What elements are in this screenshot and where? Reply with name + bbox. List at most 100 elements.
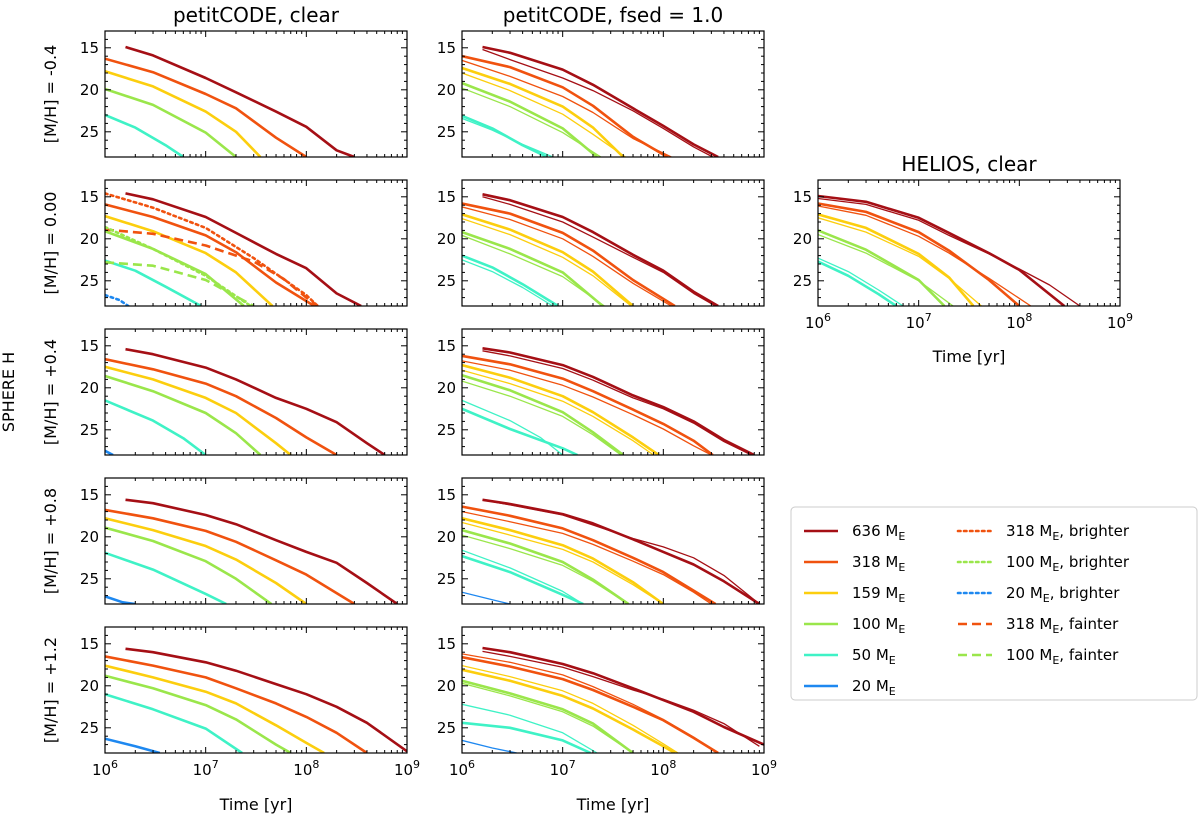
curve-318-solid-thin	[462, 510, 712, 604]
legend-label: 100 ME	[852, 615, 905, 636]
y-tick-label: 20	[437, 677, 456, 695]
row-label-4: [M/H] = +1.2	[41, 637, 60, 743]
panel-r2c1: 15 20 25	[437, 328, 765, 456]
x-tick-label: 106	[449, 758, 475, 779]
curves	[105, 192, 362, 306]
curve-636-solid-thick	[125, 498, 398, 604]
curve-100-solid-thin	[462, 87, 602, 157]
curve-318-solid-thin	[462, 59, 672, 157]
curve-636-solid-thick	[482, 193, 719, 306]
curve-636-solid-thick	[482, 347, 755, 455]
curve-100-solid-thick	[105, 87, 237, 157]
curve-20-dotted-thick	[105, 293, 130, 306]
y-tick-label: 25	[80, 272, 99, 290]
legend-label: 636 ME	[852, 522, 905, 543]
curve-159-solid-thick	[105, 214, 274, 306]
x-tick-label: 106	[805, 311, 831, 332]
curve-159-solid-thick	[105, 70, 262, 157]
curve-159-solid-thick	[105, 664, 325, 753]
panel-frame	[104, 477, 408, 605]
column-title-fsed: petitCODE, fsed = 1.0	[503, 3, 723, 27]
curve-50-solid-thin	[462, 399, 564, 455]
panel-r0c1: 15 20 25	[437, 30, 765, 158]
curves	[105, 347, 386, 455]
legend-entry-solid-100: 100 ME	[804, 615, 905, 636]
curve-50-solid-thick	[462, 254, 559, 306]
row-label-2: [M/H] = +0.4	[41, 339, 60, 445]
y-tick-label: 15	[793, 188, 812, 206]
xlabel-col1: Time [yr]	[576, 795, 650, 814]
curve-636-solid-thick	[818, 194, 1066, 306]
panel-frame	[817, 179, 1121, 307]
y-tick-label: 15	[437, 188, 456, 206]
curves	[818, 194, 1081, 306]
curve-50-solid-thin	[462, 703, 598, 753]
curve-636-solid-thin	[482, 499, 760, 604]
legend-entry-dotted-20: 20 ME, brighter	[956, 584, 1120, 605]
legend-entry-dotted-100: 100 ME, brighter	[956, 553, 1130, 574]
y-tick-label: 25	[437, 570, 456, 588]
curve-636-solid-thin	[482, 650, 760, 747]
panel-r3c1: 15 20 25	[437, 477, 765, 605]
legend-label: 159 ME	[852, 584, 905, 605]
curve-159-solid-thin	[462, 72, 626, 157]
xlabel-col0: Time [yr]	[219, 795, 293, 814]
legend-entry-dashed-318: 318 ME, fainter	[958, 615, 1119, 636]
curve-159-solid-thick	[462, 66, 625, 157]
curve-318-solid-thin	[818, 205, 1032, 306]
panel-frame	[461, 30, 765, 158]
curve-636-solid-thick	[125, 45, 355, 157]
legend-label: 318 ME, brighter	[1006, 522, 1130, 543]
curve-318-dotted-thick	[105, 192, 320, 306]
curve-159-solid-thick	[818, 213, 975, 306]
legend-label: 20 ME, brighter	[1006, 584, 1120, 605]
curve-50-solid-thin	[818, 257, 904, 306]
curve-100-solid-thick	[105, 374, 262, 455]
curve-318-solid-thick	[105, 655, 368, 753]
y-tick-label: 20	[437, 379, 456, 397]
curve-20-solid-thick	[105, 737, 161, 753]
y-tick-label: 25	[437, 123, 456, 141]
legend-entry-solid-318: 318 ME	[804, 553, 905, 574]
curve-318-solid-thick	[105, 508, 356, 604]
y-tick-label: 25	[437, 719, 456, 737]
y-tick-label: 20	[80, 230, 99, 248]
x-tick-label: 109	[1107, 311, 1133, 332]
panel-frame	[104, 328, 408, 456]
panel-r4c1: 15 20 25 106 107 108 109	[437, 626, 777, 779]
y-tick-label: 20	[437, 81, 456, 99]
curve-636-solid-thick	[125, 347, 386, 455]
curve-100-dashed-thick	[105, 261, 255, 306]
curve-318-solid-thin	[462, 653, 719, 753]
y-tick-label: 20	[437, 230, 456, 248]
x-tick-label: 108	[1006, 311, 1032, 332]
y-tick-label: 20	[80, 677, 99, 695]
curve-636-solid-thick	[482, 646, 764, 746]
y-tick-label: 15	[437, 337, 456, 355]
curve-159-solid-thick	[462, 517, 665, 604]
curve-100-solid-thick	[105, 229, 245, 306]
curve-100-solid-thick	[462, 230, 604, 306]
y-tick-label: 25	[80, 123, 99, 141]
legend-entry-dashed-100: 100 ME, fainter	[958, 646, 1119, 667]
curve-50-solid-thin	[462, 259, 554, 306]
y-tick-label: 20	[80, 379, 99, 397]
curve-50-solid-thick	[105, 399, 207, 455]
y-tick-label: 25	[80, 570, 99, 588]
curve-636-solid-thin	[482, 196, 716, 306]
y-tick-label: 15	[437, 486, 456, 504]
panel-frame	[461, 626, 765, 754]
x-tick-label: 108	[650, 758, 676, 779]
y-tick-label: 15	[80, 486, 99, 504]
curve-50-solid-thick	[105, 259, 202, 306]
curve-636-solid-thin	[482, 350, 752, 455]
legend-entry-solid-159: 159 ME	[804, 584, 905, 605]
curve-50-solid-thick	[105, 692, 243, 753]
xlabel-col2: Time [yr]	[932, 347, 1006, 366]
y-tick-label: 25	[80, 421, 99, 439]
legend-label: 100 ME, brighter	[1006, 553, 1130, 574]
legend: 636 ME 318 ME 159 ME 100 ME 50 ME 20 ME 318 ME…	[790, 506, 1198, 701]
panel-r2c0: 15 20 25	[80, 328, 408, 456]
panel-r3c0: 15 20 25	[80, 477, 408, 605]
legend-entry-dotted-318: 318 ME, brighter	[956, 522, 1130, 543]
